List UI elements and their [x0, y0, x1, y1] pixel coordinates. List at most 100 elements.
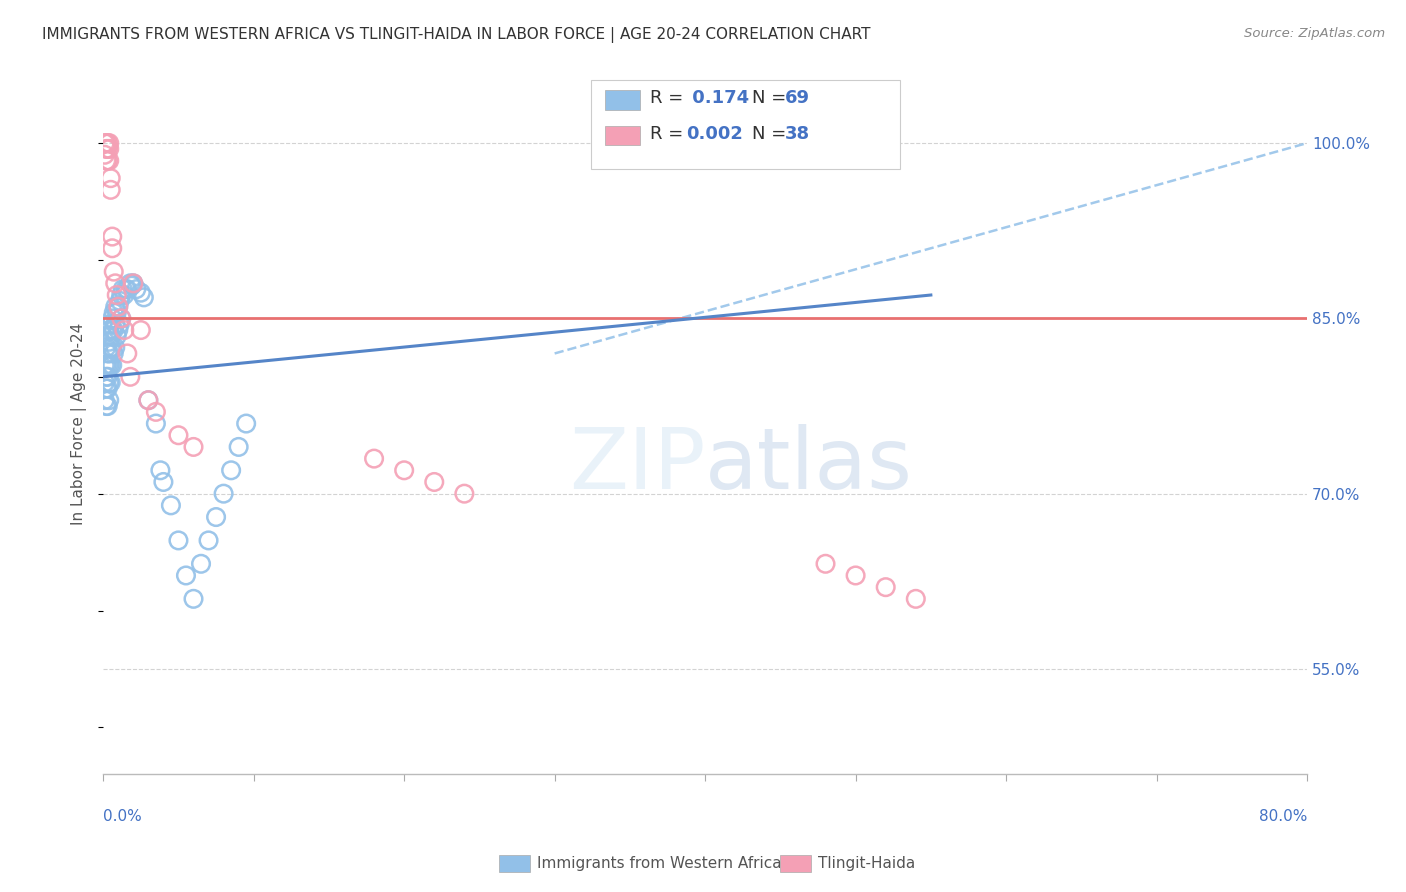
- Text: atlas: atlas: [706, 424, 912, 508]
- Point: [108, 293, 131, 308]
- Point: [212, 486, 235, 500]
- Point: [120, 277, 142, 291]
- Point: [121, 278, 143, 293]
- Point: [392, 463, 415, 477]
- Point: [100, 317, 122, 331]
- Point: [205, 510, 228, 524]
- Text: Tlingit-Haida: Tlingit-Haida: [818, 856, 915, 871]
- Text: 69: 69: [785, 89, 810, 107]
- Point: [107, 300, 129, 314]
- Point: [122, 277, 145, 291]
- Point: [98, 346, 121, 360]
- Point: [97, 369, 120, 384]
- Text: 0.174: 0.174: [686, 89, 749, 107]
- Point: [814, 557, 837, 571]
- Point: [98, 323, 121, 337]
- Text: 0.0%: 0.0%: [103, 809, 142, 824]
- Point: [104, 341, 127, 355]
- Point: [100, 329, 122, 343]
- Point: [138, 393, 160, 408]
- Point: [219, 463, 242, 477]
- Point: [101, 323, 124, 337]
- Point: [98, 334, 121, 349]
- Point: [235, 417, 257, 431]
- Point: [93, 358, 115, 372]
- Point: [183, 591, 205, 606]
- Point: [111, 282, 134, 296]
- Point: [101, 358, 124, 372]
- Point: [107, 323, 129, 337]
- Point: [93, 136, 115, 150]
- Point: [108, 317, 131, 331]
- Point: [98, 376, 121, 390]
- Point: [174, 568, 197, 582]
- Point: [190, 557, 212, 571]
- Point: [96, 341, 118, 355]
- Point: [104, 317, 127, 331]
- Point: [101, 229, 124, 244]
- Text: IMMIGRANTS FROM WESTERN AFRICA VS TLINGIT-HAIDA IN LABOR FORCE | AGE 20-24 CORRE: IMMIGRANTS FROM WESTERN AFRICA VS TLINGI…: [42, 27, 870, 43]
- Point: [97, 346, 120, 360]
- Point: [183, 440, 205, 454]
- Point: [100, 376, 122, 390]
- Point: [228, 440, 250, 454]
- Point: [105, 288, 128, 302]
- Point: [117, 282, 139, 296]
- Text: Source: ZipAtlas.com: Source: ZipAtlas.com: [1244, 27, 1385, 40]
- Point: [103, 305, 125, 319]
- Point: [97, 153, 120, 168]
- Point: [97, 399, 120, 413]
- Point: [167, 428, 190, 442]
- Text: R =: R =: [650, 125, 689, 143]
- Point: [904, 591, 927, 606]
- Point: [98, 136, 121, 150]
- Point: [129, 285, 152, 300]
- Point: [112, 323, 135, 337]
- Point: [117, 346, 139, 360]
- Point: [98, 153, 121, 168]
- Point: [97, 382, 120, 396]
- Point: [93, 376, 115, 390]
- Point: [100, 183, 122, 197]
- Point: [122, 277, 145, 291]
- Point: [96, 142, 118, 156]
- Point: [363, 451, 385, 466]
- Point: [96, 382, 118, 396]
- Point: [104, 277, 127, 291]
- Point: [105, 329, 128, 343]
- Point: [100, 171, 122, 186]
- Point: [100, 358, 122, 372]
- Point: [101, 341, 124, 355]
- Point: [93, 393, 115, 408]
- Point: [107, 300, 129, 314]
- Point: [197, 533, 219, 548]
- Point: [98, 358, 121, 372]
- Point: [423, 475, 446, 489]
- Point: [453, 486, 475, 500]
- Point: [160, 499, 183, 513]
- Point: [875, 580, 897, 594]
- Point: [110, 311, 132, 326]
- Point: [104, 300, 127, 314]
- Point: [138, 393, 160, 408]
- Point: [96, 136, 118, 150]
- Point: [103, 265, 125, 279]
- Point: [97, 136, 120, 150]
- Text: N =: N =: [752, 89, 792, 107]
- Point: [110, 288, 132, 302]
- Text: Immigrants from Western Africa: Immigrants from Western Africa: [537, 856, 782, 871]
- Point: [100, 341, 122, 355]
- Text: ZIP: ZIP: [568, 424, 706, 508]
- Point: [93, 148, 115, 162]
- Point: [96, 369, 118, 384]
- Text: 38: 38: [785, 125, 810, 143]
- Point: [145, 417, 167, 431]
- Point: [97, 329, 120, 343]
- Point: [98, 393, 121, 408]
- Point: [125, 282, 148, 296]
- Point: [152, 475, 174, 489]
- Point: [112, 288, 135, 302]
- Text: R =: R =: [650, 89, 689, 107]
- Point: [132, 290, 155, 304]
- Text: N =: N =: [752, 125, 792, 143]
